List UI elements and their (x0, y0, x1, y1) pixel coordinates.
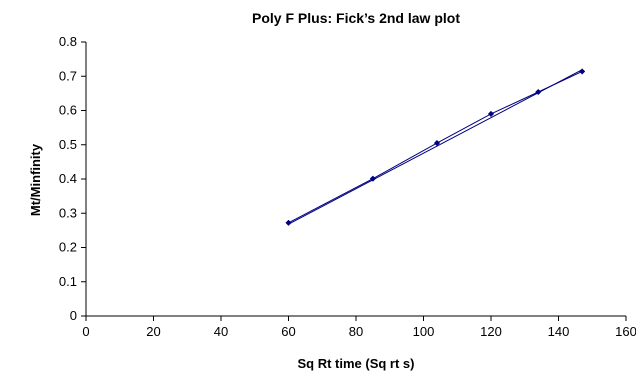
data-point (578, 68, 586, 75)
y-tick-label: 0.5 (59, 137, 77, 152)
x-tick-label: 120 (480, 324, 502, 339)
trendline (288, 69, 583, 225)
x-tick-label: 140 (548, 324, 570, 339)
x-tick-label: 80 (349, 324, 363, 339)
data-point (433, 139, 441, 147)
y-axis-label: Mt/Minfinity (28, 143, 43, 216)
series-line (288, 71, 583, 224)
x-tick-label: 100 (413, 324, 435, 339)
y-tick-label: 0.4 (59, 171, 77, 186)
x-tick-label: 40 (214, 324, 228, 339)
x-tick-label: 0 (82, 324, 89, 339)
y-tick-label: 0.7 (59, 68, 77, 83)
x-tick-label: 20 (146, 324, 160, 339)
y-tick-label: 0.8 (59, 34, 77, 49)
plot-area: 0 0.1 0.2 0.3 0.4 0.5 0.6 0.7 0.8 0 20 40 60 80 100 120… (59, 34, 636, 339)
data-point (285, 219, 292, 226)
chart-title: Poly F Plus: Fick’s 2nd law plot (252, 10, 460, 26)
data-point (369, 175, 377, 182)
y-tick-label: 0.6 (59, 103, 77, 118)
x-tick-label: 60 (281, 324, 295, 339)
x-axis-label: Sq Rt time (Sq rt s) (297, 356, 414, 371)
data-point (487, 110, 495, 118)
x-tick-label: 160 (615, 324, 636, 339)
y-tick-label: 0.2 (59, 240, 77, 255)
y-tick-label: 0.3 (59, 205, 77, 220)
y-tick-label: 0.1 (59, 274, 77, 289)
data-point (535, 88, 542, 96)
y-tick-label: 0 (70, 308, 77, 323)
